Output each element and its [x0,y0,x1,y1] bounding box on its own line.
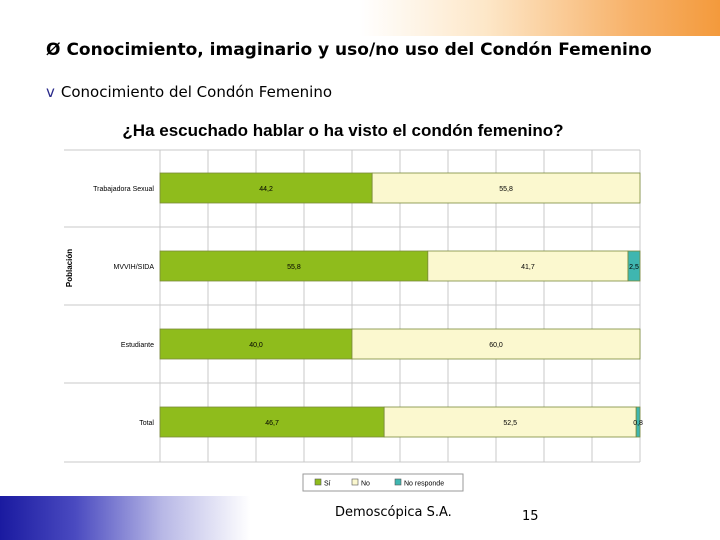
footer-company: Demoscópica S.A. [335,505,452,520]
bar-segment [159,406,385,438]
category-label: Trabajadora Sexual [93,186,154,193]
bar-data-label: 2,5 [629,264,639,271]
bar-data-label: 60,0 [489,342,503,349]
legend-label: No [361,481,370,488]
legend-label: No responde [404,481,444,488]
category-label: MVVIH/SIDA [114,264,155,271]
bar-data-label: 52,5 [503,420,517,427]
bar-data-label: 55,8 [499,186,513,193]
bar-segment [635,406,641,438]
diamond-bullet-icon: v [46,83,55,101]
bar-segment [383,406,637,438]
chart-bars: 44,2 55,8 55,8 41,7 2,5 40,0 60,0 46,7 52,5 0,8 [159,172,643,438]
bar-segment [159,250,429,282]
bar-data-label: 55,8 [287,264,301,271]
slide-subheading: v Conocimiento del Condón Femenino [46,83,332,101]
legend-swatch [394,478,402,486]
chart-legend: Sí No No responde [302,473,464,492]
top-decorative-band [360,0,720,36]
legend-label: Sí [324,481,331,488]
y-axis-title: Población [65,249,74,287]
bottom-decorative-band [0,496,250,540]
legend-box [302,473,464,492]
legend-swatch [314,478,322,486]
bar-data-label: 41,7 [521,264,535,271]
bar-segment [627,250,641,282]
slide-heading-text: Conocimiento, imaginario y uso/no uso de… [66,40,652,60]
page-number: 15 [522,509,539,524]
bar-segment [371,172,641,204]
bar-data-label: 44,2 [259,186,273,193]
bar-segment [159,328,353,360]
bar-segment [351,328,641,360]
bar-segment [159,172,373,204]
arrow-bullet-icon: Ø [46,40,61,60]
chart-category-labels: Trabajadora Sexual MVVIH/SIDA Estudiante To… [93,186,154,427]
category-label: Total [139,420,154,427]
bar-data-label: 0,8 [633,420,643,427]
category-label: Estudiante [121,342,154,349]
slide-subheading-text: Conocimiento del Condón Femenino [60,83,333,101]
legend-swatch [351,478,359,486]
bar-data-label: 40,0 [249,342,263,349]
bar-data-label: 46,7 [265,420,279,427]
slide-heading: Ø Conocimiento, imaginario y uso/no uso d… [46,40,652,60]
chart-title: ¿Ha escuchado hablar o ha visto el condó… [122,121,563,140]
